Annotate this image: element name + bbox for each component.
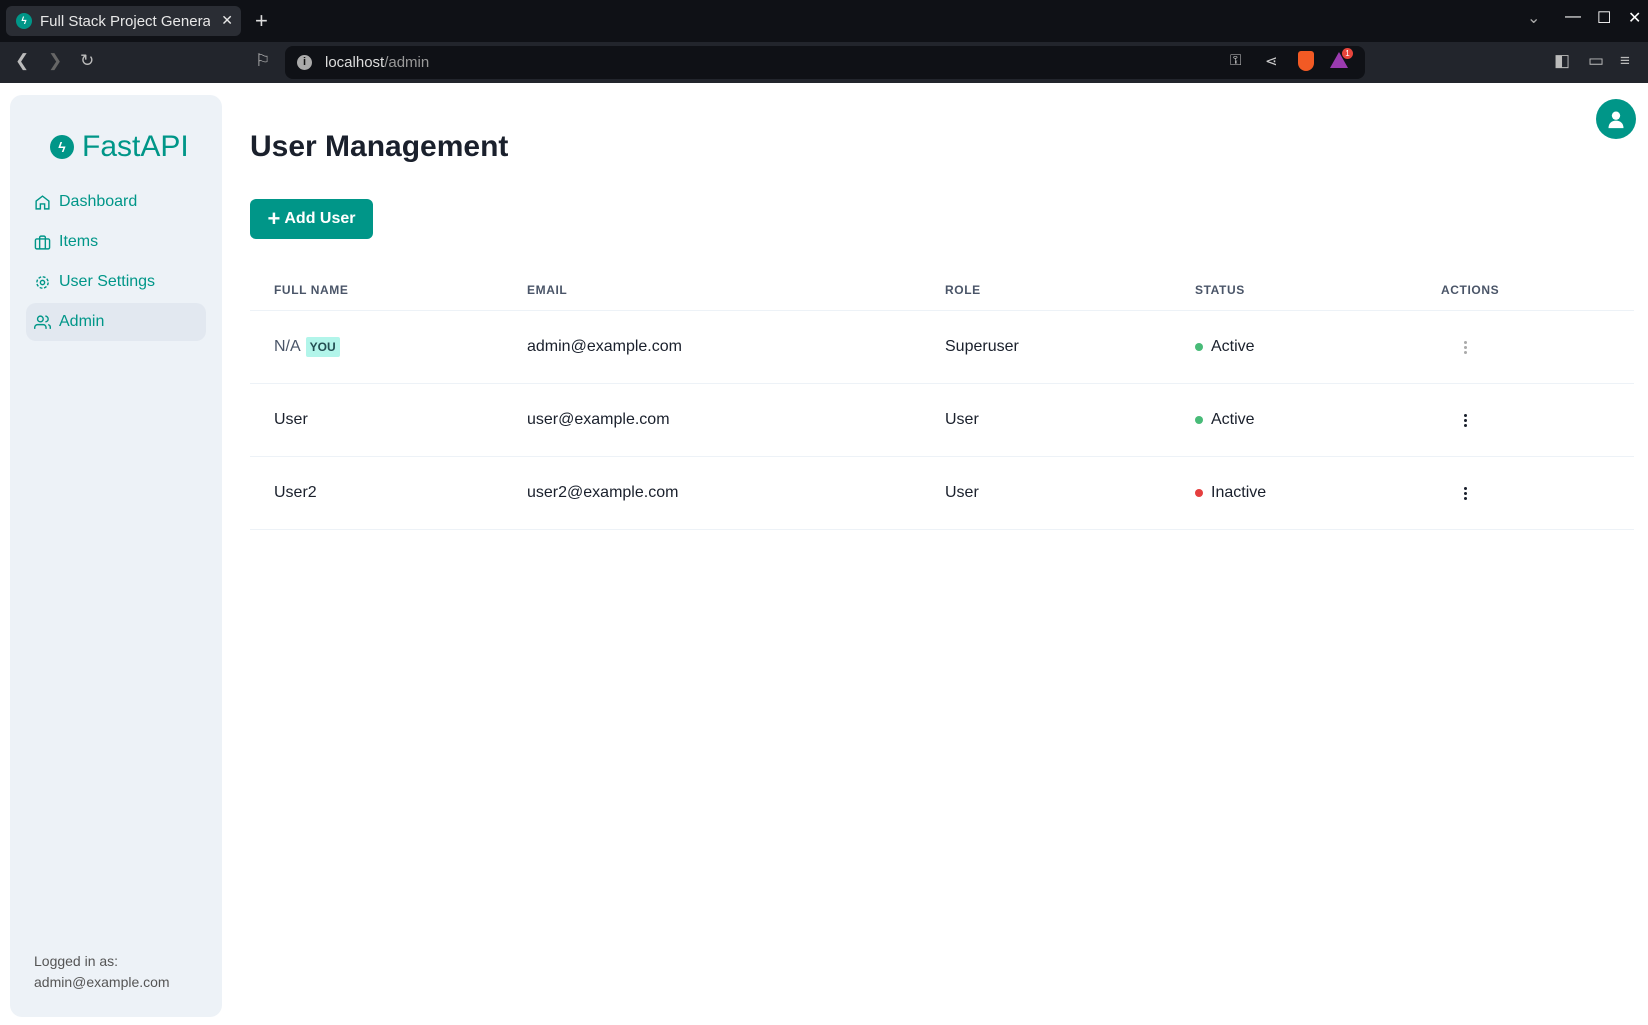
status-dot-active (1195, 416, 1203, 424)
plus-icon: + (267, 206, 281, 231)
column-header-role: ROLE (945, 283, 981, 297)
browser-toolbar: ❮ ❯ ↻ ⚐ i localhost/admin ⚿ ⋖ 1 ◧ ▭ ≡ (0, 42, 1648, 83)
role-cell: Superuser (945, 338, 1019, 355)
browser-tab[interactable]: ϟ Full Stack Project Generator ✕ (6, 6, 241, 36)
new-tab-button[interactable]: + (255, 8, 268, 33)
tab-title: Full Stack Project Generator (40, 12, 210, 30)
role-cell: User (945, 411, 979, 428)
share-icon[interactable]: ⋖ (1265, 53, 1278, 70)
role-cell: User (945, 484, 979, 501)
status-text: Active (1211, 338, 1255, 355)
users-table: FULL NAME EMAIL ROLE STATUS ACTIONS N/A Y… (250, 270, 1634, 530)
key-icon[interactable]: ⚿ (1230, 52, 1242, 69)
close-tab-icon[interactable]: ✕ (221, 12, 233, 28)
sidebar-item-label: Items (59, 233, 99, 250)
full-name: N/A (274, 338, 301, 355)
bookmark-icon[interactable]: ⚐ (255, 51, 271, 70)
logged-in-info: Logged in as: admin@example.com (34, 951, 170, 993)
status-cell: Active (1195, 311, 1255, 383)
user-menu-avatar[interactable] (1596, 99, 1636, 139)
briefcase-icon (34, 234, 51, 250)
url-path: /admin (384, 54, 430, 71)
site-info-icon[interactable]: i (297, 55, 312, 70)
sidebar-item-admin[interactable]: Admin (26, 303, 206, 341)
sidebar-item-label: Admin (59, 313, 105, 330)
browser-tab-bar: ϟ Full Stack Project Generator ✕ + ⌄ — ☐… (0, 0, 1648, 42)
sidebar-item-items[interactable]: Items (26, 223, 206, 261)
email-cell: user2@example.com (527, 484, 679, 501)
sidebar-toggle-icon[interactable]: ◧ (1554, 51, 1571, 70)
email-cell: user@example.com (527, 411, 670, 428)
logged-in-label: Logged in as: (34, 953, 119, 969)
actions-cell (1441, 457, 1475, 529)
more-actions-icon[interactable] (1455, 405, 1475, 435)
actions-cell (1441, 311, 1475, 383)
you-badge: YOU (305, 337, 340, 357)
column-header-full-name: FULL NAME (274, 283, 349, 297)
column-header-email: EMAIL (527, 283, 568, 297)
status-text: Active (1211, 411, 1255, 428)
full-name-cell: User (274, 411, 308, 428)
add-user-label: Add User (284, 210, 356, 227)
status-dot-inactive (1195, 489, 1203, 497)
reload-icon[interactable]: ↻ (80, 51, 95, 70)
add-user-button[interactable]: + Add User (250, 199, 373, 239)
page-title: User Management (250, 130, 509, 163)
tab-list-chevron-icon[interactable]: ⌄ (1527, 10, 1541, 27)
rewards-badge: 1 (1342, 48, 1353, 59)
column-header-actions: ACTIONS (1441, 283, 1500, 297)
email-cell: admin@example.com (527, 338, 682, 355)
gear-icon (36, 275, 49, 289)
maximize-button[interactable]: ☐ (1597, 10, 1612, 27)
more-actions-icon[interactable] (1455, 478, 1475, 508)
wallet-icon[interactable]: ▭ (1588, 51, 1605, 70)
minimize-button[interactable]: — (1565, 8, 1581, 25)
status-text: Inactive (1211, 484, 1267, 501)
brave-shields-icon[interactable] (1298, 51, 1314, 71)
status-cell: Active (1195, 384, 1255, 456)
menu-icon[interactable]: ≡ (1620, 51, 1630, 70)
user-icon (1608, 111, 1624, 129)
users-icon (34, 314, 51, 329)
more-actions-icon[interactable] (1455, 332, 1475, 362)
close-window-button[interactable]: ✕ (1628, 10, 1642, 27)
fastapi-logo[interactable]: ϟ FastAPI (50, 130, 189, 164)
full-name-cell: User2 (274, 484, 317, 501)
sidebar-item-user-settings[interactable]: User Settings (26, 263, 206, 301)
sidebar-item-label: Dashboard (59, 193, 138, 210)
status-dot-active (1195, 343, 1203, 351)
back-icon[interactable]: ❮ (15, 51, 30, 70)
logo-text: FastAPI (82, 130, 189, 163)
address-bar[interactable]: i localhost/admin ⚿ ⋖ 1 (285, 46, 1365, 79)
table-row: User2 user2@example.com User Inactive (250, 457, 1634, 530)
fastapi-favicon-icon: ϟ (16, 13, 32, 29)
sidebar-item-label: User Settings (59, 273, 156, 290)
fastapi-logo-icon: ϟ (50, 135, 74, 159)
home-icon (35, 194, 50, 210)
table-row: N/A YOU admin@example.com Superuser Activ… (250, 311, 1634, 384)
logged-in-email: admin@example.com (34, 974, 170, 990)
full-name-cell: N/A YOU (274, 311, 340, 383)
actions-cell (1441, 384, 1475, 456)
status-cell: Inactive (1195, 457, 1266, 529)
column-header-status: STATUS (1195, 283, 1245, 297)
url-host: localhost (325, 54, 385, 71)
table-header: FULL NAME EMAIL ROLE STATUS ACTIONS (250, 270, 1634, 311)
forward-icon[interactable]: ❯ (48, 51, 63, 70)
sidebar: ϟ FastAPI Dashboard Items User Settings … (10, 95, 222, 1017)
sidebar-item-dashboard[interactable]: Dashboard (26, 183, 206, 221)
table-row: User user@example.com User Active (250, 384, 1634, 457)
